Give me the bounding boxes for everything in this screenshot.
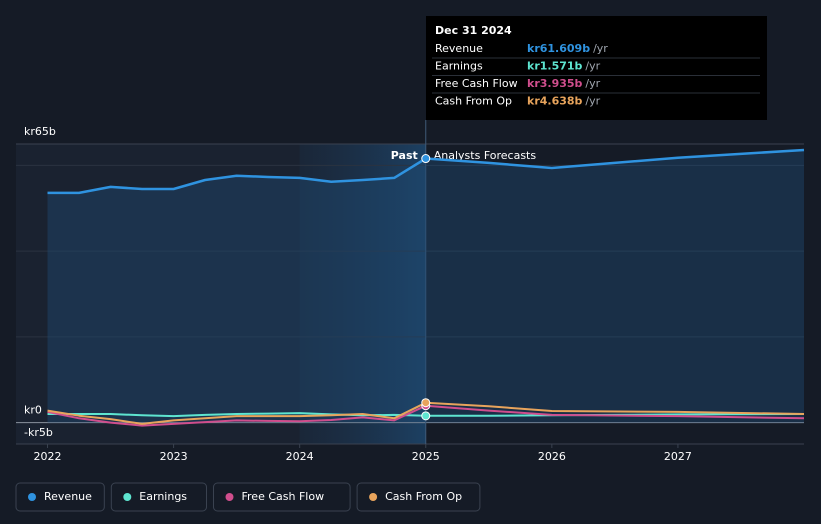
legend-swatch <box>28 493 36 501</box>
legend-item-box <box>110 482 207 512</box>
legend-label: Revenue <box>44 490 92 503</box>
tooltip: Dec 31 2024 Revenue kr61.609b/yr Earnings kr… <box>426 16 767 120</box>
legend: Revenue Earnings Free Cash Flow Cash From O… <box>15 482 481 512</box>
series-line <box>47 401 805 425</box>
y-tick-label: kr0 <box>24 404 42 417</box>
legend-item-box <box>213 482 351 512</box>
forecast-label: Analysts Forecasts <box>434 149 537 162</box>
revenue-area <box>47 150 804 423</box>
legend-swatch <box>123 493 132 501</box>
series-line <box>47 412 805 418</box>
tooltip-value: kr4.638b/yr <box>527 95 601 108</box>
tooltip-value-number: kr1.571b <box>527 60 583 73</box>
x-tick-label: 2022 <box>34 450 62 463</box>
x-tick-label: 2026 <box>538 450 566 463</box>
legend-label: Earnings <box>139 490 187 503</box>
series-line <box>47 404 805 427</box>
tooltip-value: kr1.571b/yr <box>527 60 601 73</box>
tooltip-unit: /yr <box>593 42 608 55</box>
legend-label: Free Cash Flow <box>242 490 325 503</box>
x-tick-label: 2024 <box>286 450 314 463</box>
x-tick-label: 2025 <box>412 450 440 463</box>
tooltip-value: kr61.609b/yr <box>527 42 608 55</box>
series-line <box>47 148 805 195</box>
x-tick-label: 2027 <box>664 450 692 463</box>
x-tick-label: 2023 <box>160 450 188 463</box>
series-layer <box>47 148 805 427</box>
tooltip-box <box>426 16 767 120</box>
legend-label: Cash From Op <box>385 490 462 503</box>
y-tick-label: kr65b <box>24 125 56 138</box>
legend-item-box <box>15 482 105 512</box>
tooltip-name: Free Cash Flow <box>435 77 518 90</box>
tooltip-unit: /yr <box>585 60 600 73</box>
legend-swatch <box>225 493 234 501</box>
tooltip-name: Cash From Op <box>435 95 512 108</box>
past-marker <box>421 154 431 164</box>
plot-background: kr65b kr0 -kr5b 2022 2023 2024 2025 2026 2027 Pas… <box>16 120 804 463</box>
highlight-region <box>299 144 426 444</box>
tooltip-name: Earnings <box>435 60 483 73</box>
tooltip-value-number: kr3.935b <box>527 77 583 90</box>
tooltip-date: Dec 31 2024 <box>435 24 512 37</box>
tooltip-name: Revenue <box>435 42 483 55</box>
legend-swatch <box>369 493 378 501</box>
tooltip-value-number: kr61.609b <box>527 42 590 55</box>
legend-item-box <box>356 482 481 512</box>
past-label: Past <box>391 149 418 162</box>
past-marker <box>421 411 431 421</box>
tooltip-unit: /yr <box>585 95 600 108</box>
past-marker <box>421 398 431 408</box>
tooltip-value-number: kr4.638b <box>527 95 583 108</box>
tooltip-value: kr3.935b/yr <box>527 77 601 90</box>
y-tick-label: -kr5b <box>24 426 53 439</box>
tooltip-unit: /yr <box>585 77 600 90</box>
